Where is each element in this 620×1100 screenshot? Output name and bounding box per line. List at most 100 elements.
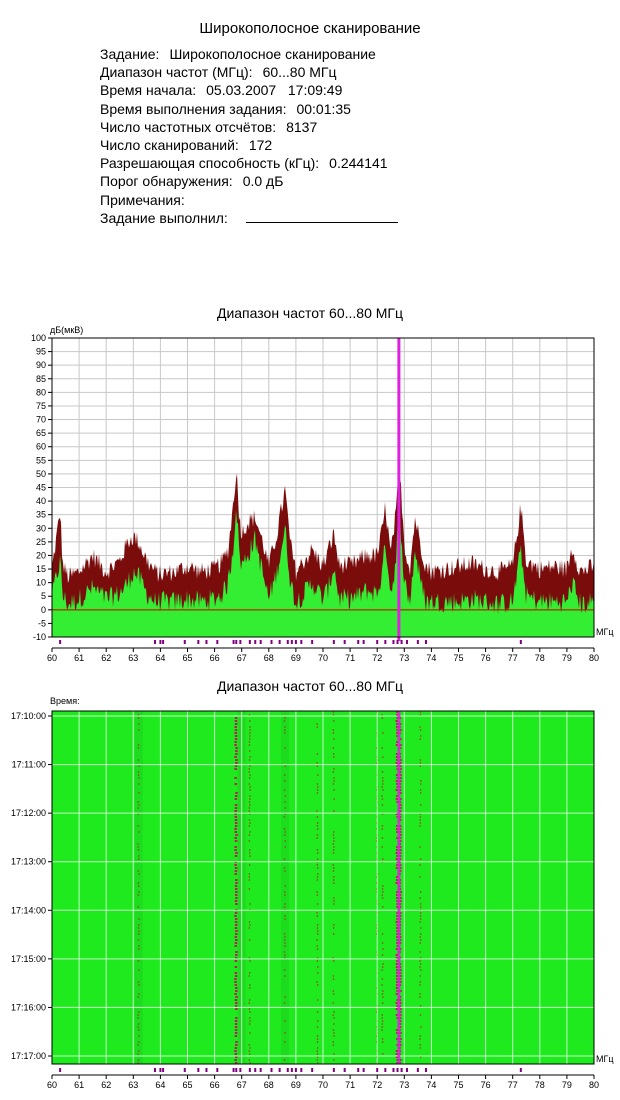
waterfall-signal-dot [316, 903, 319, 905]
waterfall-signal-dot [137, 882, 140, 884]
waterfall-signal-dot [249, 1047, 251, 1049]
spectrum-x-tick-label: 64 [155, 653, 165, 663]
waterfall-signal-dot [399, 744, 402, 746]
spectrum-x-tick-label: 62 [101, 653, 111, 663]
waterfall-signal-dot [235, 996, 238, 998]
waterfall-signal-dot [382, 858, 384, 860]
detection-tick [300, 640, 303, 644]
waterfall-signal-dot [138, 1041, 140, 1043]
spectrum-y-tick-label: 75 [36, 401, 46, 411]
waterfall-signal-dot [234, 729, 238, 731]
detection-tick [294, 640, 297, 644]
detection-tick [239, 640, 242, 644]
waterfall-signal-dot [381, 993, 384, 995]
detection-tick [254, 640, 257, 644]
waterfall-signal-dot [249, 726, 251, 728]
waterfall-signal-dot [333, 1035, 335, 1037]
detection-tick [197, 640, 200, 644]
waterfall-signal-dot [283, 867, 286, 869]
waterfall-signal-dot [333, 720, 335, 722]
waterfall-signal-dot [284, 954, 286, 956]
waterfall-signal-dot [137, 996, 139, 998]
waterfall-signal-dot [395, 921, 399, 923]
waterfall-signal-dot [332, 1014, 334, 1016]
waterfall-signal-dot [316, 825, 319, 827]
waterfall-signal-dot [333, 768, 335, 770]
waterfall-signal-dot [316, 726, 318, 728]
info-label: Задание выполнил: [100, 209, 228, 226]
waterfall-signal-dot [234, 1002, 238, 1004]
waterfall-y-tick-label: 17:11:00 [12, 760, 46, 770]
waterfall-signal-dot [283, 906, 286, 908]
waterfall-signal-dot [137, 714, 139, 716]
waterfall-signal-dot [395, 987, 399, 989]
waterfall-signal-dot [234, 987, 238, 989]
detection-tick [424, 640, 427, 644]
waterfall-signal-dot [399, 768, 402, 770]
waterfall-frequency-marker [397, 711, 401, 1064]
waterfall-signal-dot [284, 726, 286, 728]
waterfall-signal-dot [234, 726, 237, 728]
waterfall-signal-dot [283, 828, 286, 830]
waterfall-signal-dot [249, 1053, 251, 1055]
waterfall-signal-dot [382, 789, 384, 791]
waterfall-signal-dot [234, 1053, 238, 1055]
waterfall-detection-tick [519, 1068, 522, 1072]
waterfall-signal-dot [249, 1011, 251, 1013]
detection-tick [332, 640, 335, 644]
waterfall-signal-dot [249, 804, 251, 806]
waterfall-signal-dot [419, 789, 422, 791]
waterfall-signal-dot [382, 732, 384, 734]
waterfall-signal-dot [419, 858, 422, 860]
waterfall-signal-dot [317, 933, 319, 935]
waterfall-signal-dot [419, 981, 421, 983]
waterfall-signal-dot [395, 798, 399, 800]
waterfall-signal-dot [234, 723, 238, 725]
waterfall-signal-dot [284, 969, 286, 971]
waterfall-signal-dot [332, 732, 335, 734]
info-row-resolution: Разрешающая способность (кГц): 0.244141 [100, 154, 398, 172]
detection-tick [376, 640, 379, 644]
waterfall-detection-tick [357, 1068, 360, 1072]
waterfall-signal-dot [138, 969, 140, 971]
waterfall-signal-dot [317, 1020, 319, 1022]
waterfall-signal-dot [235, 879, 238, 881]
spectrum-x-tick-label: 76 [481, 653, 491, 663]
waterfall-detection-tick [162, 1068, 165, 1072]
waterfall-signal-dot [399, 777, 402, 779]
waterfall-x-tick-label: 78 [535, 1080, 545, 1090]
waterfall-detection-tick [290, 1068, 293, 1072]
waterfall-signal-dot [395, 1056, 399, 1058]
waterfall-signal-dot [419, 996, 421, 998]
spectrum-y-axis-label: дБ(мкВ) [50, 325, 83, 335]
waterfall-signal-dot [137, 960, 140, 962]
spectrum-y-tick-label: 45 [36, 483, 46, 493]
waterfall-signal-dot [234, 738, 238, 740]
waterfall-signal-dot [395, 858, 399, 860]
waterfall-signal-dot [317, 867, 319, 869]
waterfall-signal-dot [419, 960, 421, 962]
waterfall-signal-dot [420, 963, 422, 965]
waterfall-signal-dot [248, 999, 251, 1001]
waterfall-signal-dot [395, 963, 399, 965]
waterfall-signal-dot [249, 831, 251, 833]
waterfall-signal-dot [381, 846, 383, 848]
waterfall-signal-dot [138, 1050, 140, 1052]
waterfall-signal-dot [381, 1029, 383, 1031]
waterfall-signal-dot [381, 1017, 383, 1019]
waterfall-signal-dot [234, 855, 238, 857]
waterfall-signal-dot [284, 747, 286, 749]
waterfall-signal-dot [284, 942, 286, 944]
waterfall-signal-dot [248, 759, 251, 761]
waterfall-signal-dot [333, 879, 335, 881]
waterfall-signal-dot [382, 885, 384, 887]
waterfall-signal-dot [249, 720, 251, 722]
waterfall-signal-dot [332, 978, 335, 980]
waterfall-signal-dot [332, 870, 335, 872]
waterfall-detection-tick [343, 1068, 346, 1072]
spectrum-y-tick-label: 85 [36, 374, 46, 384]
waterfall-signal-dot [248, 921, 251, 923]
waterfall-signal-dot [396, 969, 399, 971]
waterfall-signal-dot [419, 984, 421, 986]
waterfall-signal-dot [316, 864, 318, 866]
